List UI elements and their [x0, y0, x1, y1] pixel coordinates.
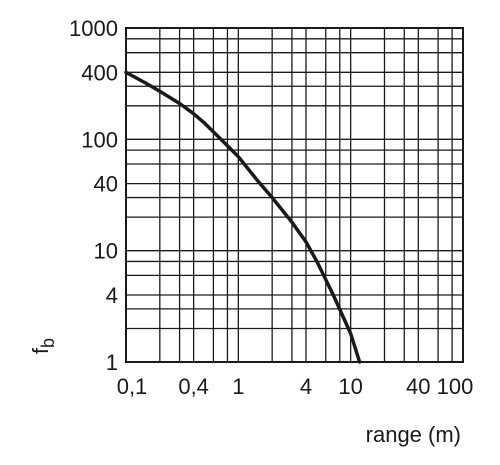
y-tick-label: 100	[81, 127, 118, 152]
series-line	[124, 70, 362, 364]
y-tick-label: 1000	[69, 16, 118, 41]
y-tick-label: 4	[106, 283, 118, 308]
y-axis-label: fb	[28, 338, 58, 354]
y-axis-ticks: 1 4 10 40 100 400 1000	[69, 16, 118, 375]
x-tick-label: 1	[232, 374, 244, 399]
y-axis-label-sub: b	[38, 338, 58, 348]
y-tick-label: 40	[94, 172, 118, 197]
x-tick-label: 10	[338, 374, 362, 399]
y-tick-label: 1	[106, 350, 118, 375]
x-tick-label: 0,4	[178, 374, 209, 399]
x-tick-label: 4	[300, 374, 312, 399]
y-tick-label: 10	[94, 239, 118, 264]
y-tick-label: 400	[81, 60, 118, 85]
x-tick-label: 100	[437, 374, 474, 399]
x-tick-label: 40	[406, 374, 430, 399]
y-axis-label-main: f	[28, 347, 53, 354]
x-axis-ticks: 0,1 0,4 1 4 10 40 100	[117, 374, 474, 399]
x-tick-label: 0,1	[117, 374, 148, 399]
plot-frame	[125, 27, 464, 363]
series-layer	[124, 70, 362, 364]
x-axis-label: range (m)	[366, 422, 461, 447]
grid	[125, 27, 464, 363]
